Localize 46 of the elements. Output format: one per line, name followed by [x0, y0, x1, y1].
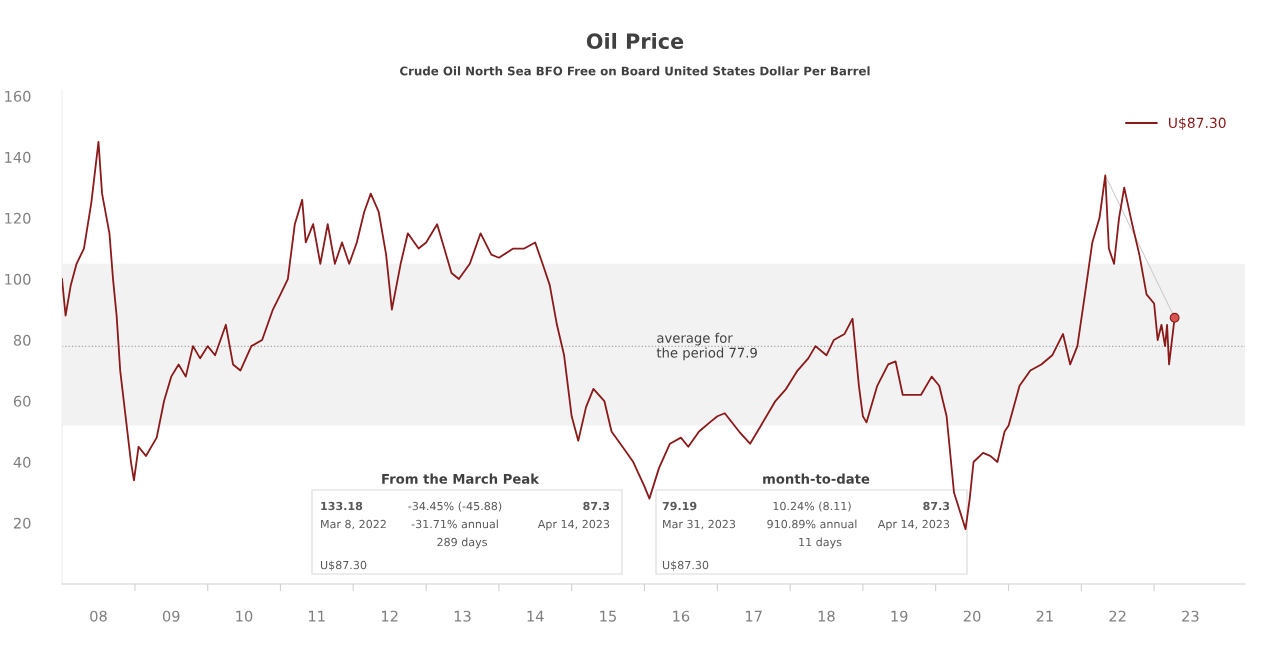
x-tick-label: 10	[236, 610, 253, 622]
x-tick-label: 17	[745, 610, 762, 622]
y-tick-label: 20	[13, 517, 31, 529]
annotation: U$87.30	[662, 560, 709, 571]
chart-subtitle: Crude Oil North Sea BFO Free on Board United States Dollar Per Barrel	[400, 66, 870, 76]
annotation: month-to-date	[763, 473, 870, 484]
x-tick-label: 08	[90, 610, 107, 622]
annotation: U$87.30	[320, 560, 367, 571]
y-tick-label: 60	[13, 395, 31, 407]
x-tick-label: 09	[162, 610, 180, 622]
annotation: 11 days	[799, 537, 842, 549]
x-tick-label: 19	[891, 610, 908, 622]
chart-title: Oil Price	[586, 32, 684, 50]
x-tick-label: 13	[454, 610, 471, 622]
x-tick-label: 14	[527, 610, 544, 622]
y-tick-label: 100	[5, 273, 31, 285]
ref-line-label: average for the period 77.9	[656, 332, 757, 361]
y-tick-label: 160	[5, 90, 31, 102]
y-tick-label: 40	[13, 456, 31, 468]
annotation: 10.24% (8.11)	[773, 501, 851, 512]
x-tick-label: 18	[818, 610, 835, 622]
annotation: From the March Peak	[382, 473, 540, 484]
annotation: Mar 8, 2022	[321, 519, 386, 530]
annotation: 87.3	[583, 501, 610, 511]
annotation: 910.89% annual	[767, 519, 857, 529]
x-tick-label: 16	[673, 610, 690, 622]
x-tick-label: 12	[382, 610, 398, 622]
annotation: -34.45% (-45.88)	[408, 501, 502, 512]
annotation: -31.71% annual	[411, 519, 498, 529]
y-tick-label: 120	[5, 212, 31, 224]
x-tick-label: 21	[1036, 610, 1053, 622]
annotation: 87.3	[923, 501, 950, 511]
x-tick-label: 23	[1182, 610, 1199, 622]
y-tick-label: 140	[5, 151, 31, 163]
annotation: Apr 14, 2023	[537, 519, 610, 531]
x-tick-label: 15	[600, 610, 616, 622]
annotation: Apr 14, 2023	[877, 519, 950, 531]
legend-label: U$87.30	[1169, 117, 1226, 130]
annotation: 79.19	[662, 501, 697, 511]
annotation: 133.18	[321, 501, 363, 511]
x-tick-label: 11	[309, 610, 325, 622]
annotation: 289 days	[437, 537, 487, 549]
x-tick-label: 22	[1109, 610, 1126, 622]
x-tick-label: 20	[963, 610, 981, 622]
y-tick-label: 80	[13, 334, 31, 346]
annotation: Mar 31, 2023	[663, 519, 736, 530]
